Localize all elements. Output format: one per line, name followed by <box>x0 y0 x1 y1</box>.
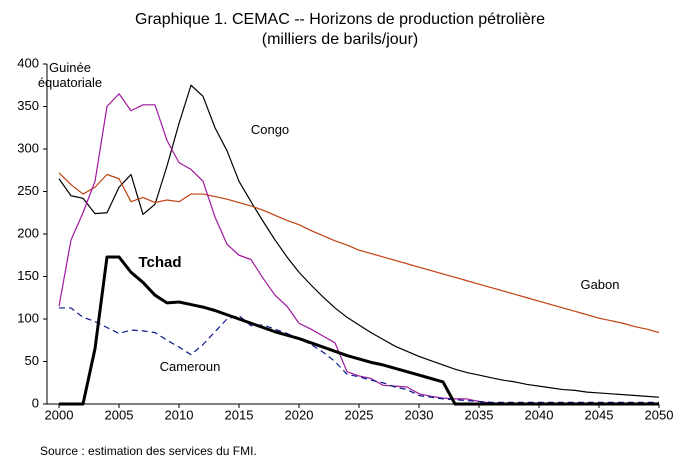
series-label: Congo <box>250 122 290 137</box>
series-line <box>58 84 660 398</box>
y-tick-label: 300 <box>17 140 39 155</box>
x-tick-label: 2015 <box>225 407 254 422</box>
series-line <box>59 255 659 406</box>
y-tick-label: 250 <box>17 183 39 198</box>
y-tick-label: 400 <box>17 55 39 70</box>
series-label: Tchad <box>138 254 182 271</box>
y-tick-label: 100 <box>17 310 39 325</box>
y-tick-label: 350 <box>17 98 39 113</box>
y-tick-label: 150 <box>17 268 39 283</box>
source-note: Source : estimation des services du FMI. <box>40 444 257 458</box>
x-tick-label: 2045 <box>585 407 614 422</box>
series-label: Gabon <box>580 277 620 292</box>
series-line <box>58 93 659 404</box>
x-tick-label: 2040 <box>525 407 554 422</box>
x-tick-label: 2035 <box>465 407 494 422</box>
x-tick-label: 2050 <box>645 407 674 422</box>
x-tick-label: 2020 <box>285 407 314 422</box>
series-label: Guinée équatoriale <box>37 60 103 90</box>
x-tick-label: 2005 <box>105 407 134 422</box>
x-tick-label: 2030 <box>405 407 434 422</box>
y-tick-label: 0 <box>32 395 39 410</box>
series-label: Cameroun <box>159 359 221 374</box>
x-tick-label: 2010 <box>165 407 194 422</box>
series-line <box>58 172 660 334</box>
x-tick-label: 2025 <box>345 407 374 422</box>
y-tick-label: 200 <box>17 225 39 240</box>
x-tick-label: 2000 <box>45 407 74 422</box>
y-tick-label: 50 <box>25 353 39 368</box>
chart-title: Graphique 1. CEMAC -- Horizons de produc… <box>135 11 545 28</box>
series-line <box>59 307 659 403</box>
chart-subtitle: (milliers de barils/jour) <box>262 31 418 48</box>
